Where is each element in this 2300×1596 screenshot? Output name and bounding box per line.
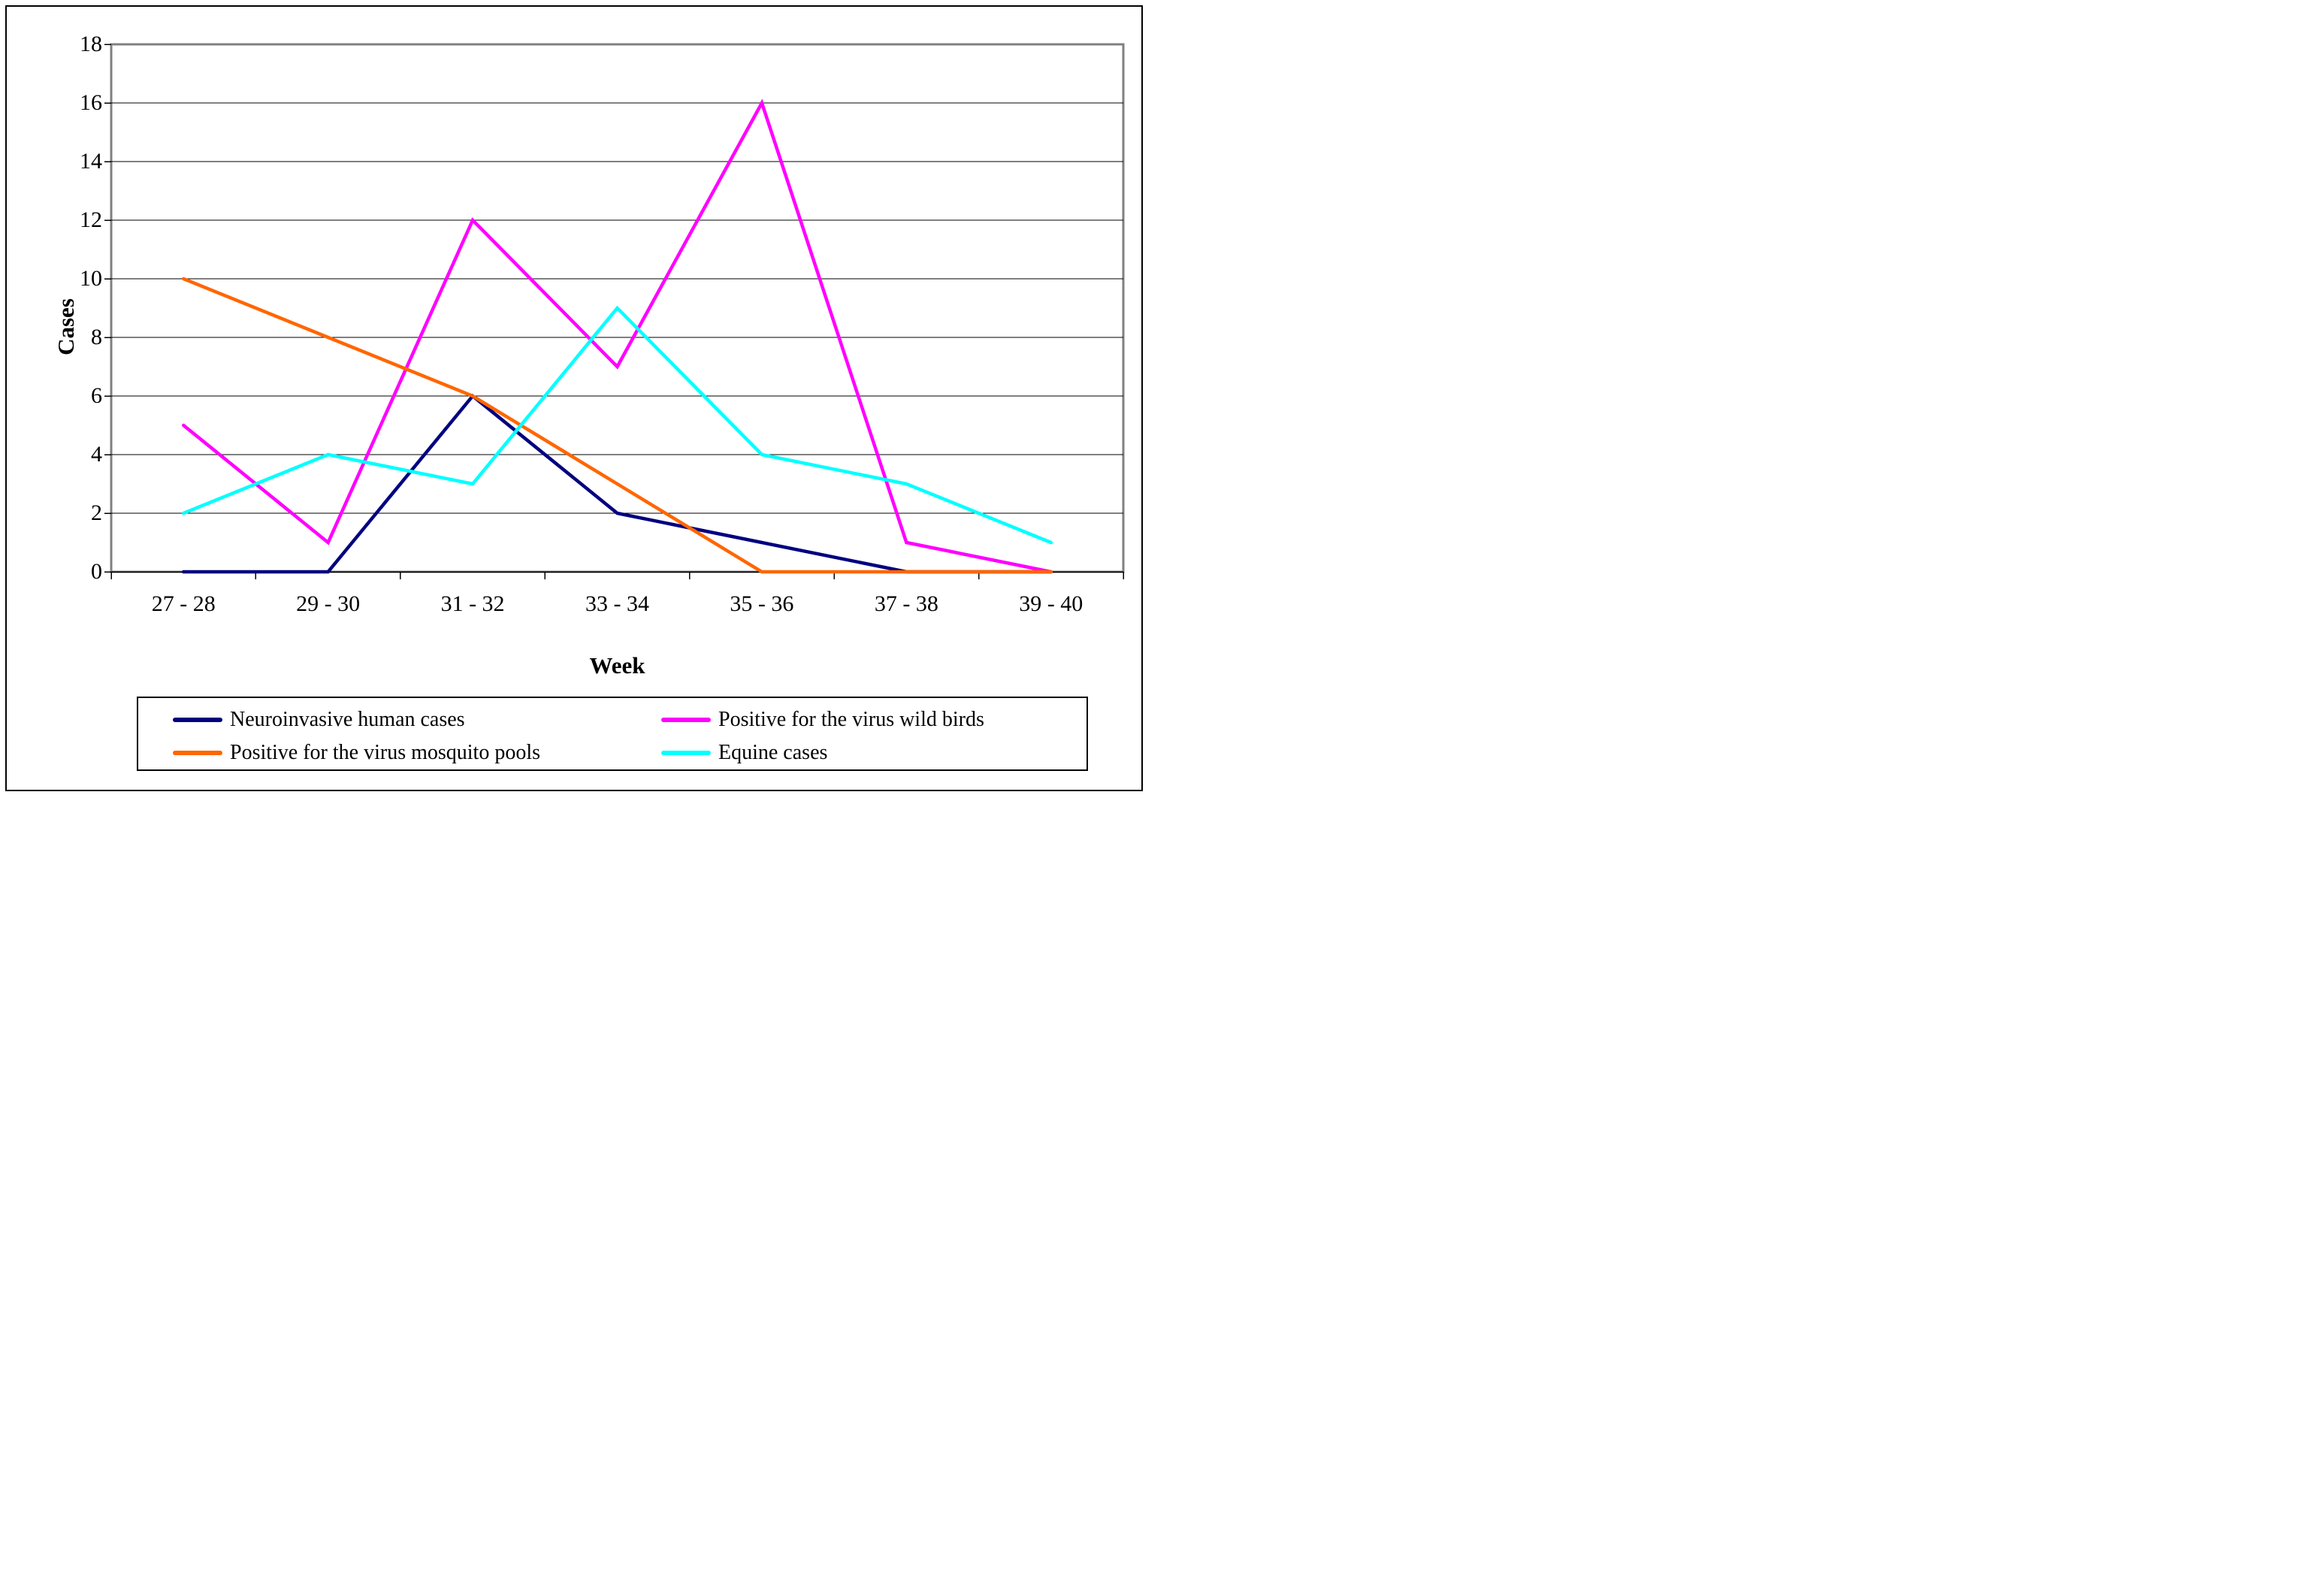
series-line-4 <box>181 305 1053 545</box>
y-tick-label: 2 <box>91 500 102 525</box>
legend: Neuroinvasive human cases Positive for th… <box>137 697 1088 771</box>
plot-area <box>104 43 1125 579</box>
x-tick-label: 33 - 34 <box>585 591 649 616</box>
legend-line-sample <box>173 751 222 755</box>
y-tick-label: 0 <box>91 559 102 584</box>
legend-line-sample <box>173 718 222 722</box>
y-tick-label: 14 <box>80 149 102 174</box>
x-tick-label: 31 - 32 <box>440 591 505 616</box>
legend-label: Neuroinvasive human cases <box>230 708 465 731</box>
y-tick-label: 8 <box>91 325 102 349</box>
x-tick-label: 37 - 38 <box>874 591 938 616</box>
figure-border <box>5 5 1143 791</box>
legend-label: Equine cases <box>718 741 828 764</box>
chart-figure: 0 2 4 6 8 10 12 14 16 18 27 - 28 29 - 30 31 - 32 33 … <box>0 0 1150 798</box>
legend-label: Positive for the virus mosquito pools <box>230 741 540 764</box>
y-tick-label: 10 <box>80 266 102 291</box>
series-line-3 <box>181 277 1053 574</box>
y-tick-label: 12 <box>80 207 102 232</box>
series-line-2 <box>181 98 1053 574</box>
y-tick-label: 4 <box>91 442 102 467</box>
legend-line-sample <box>661 718 711 722</box>
y-tick-label: 16 <box>80 90 102 115</box>
y-tick-label: 6 <box>91 383 102 408</box>
legend-line-sample <box>661 751 711 755</box>
legend-label: Positive for the virus wild birds <box>718 708 984 731</box>
x-tick-label: 29 - 30 <box>296 591 361 616</box>
x-tick-label: 35 - 36 <box>730 591 794 616</box>
x-tick-label: 39 - 40 <box>1019 591 1084 616</box>
x-tick-label: 27 - 28 <box>151 591 216 616</box>
x-axis-title: Week <box>589 652 645 679</box>
y-tick-label: 18 <box>80 32 102 56</box>
y-axis-title: Cases <box>53 298 79 355</box>
